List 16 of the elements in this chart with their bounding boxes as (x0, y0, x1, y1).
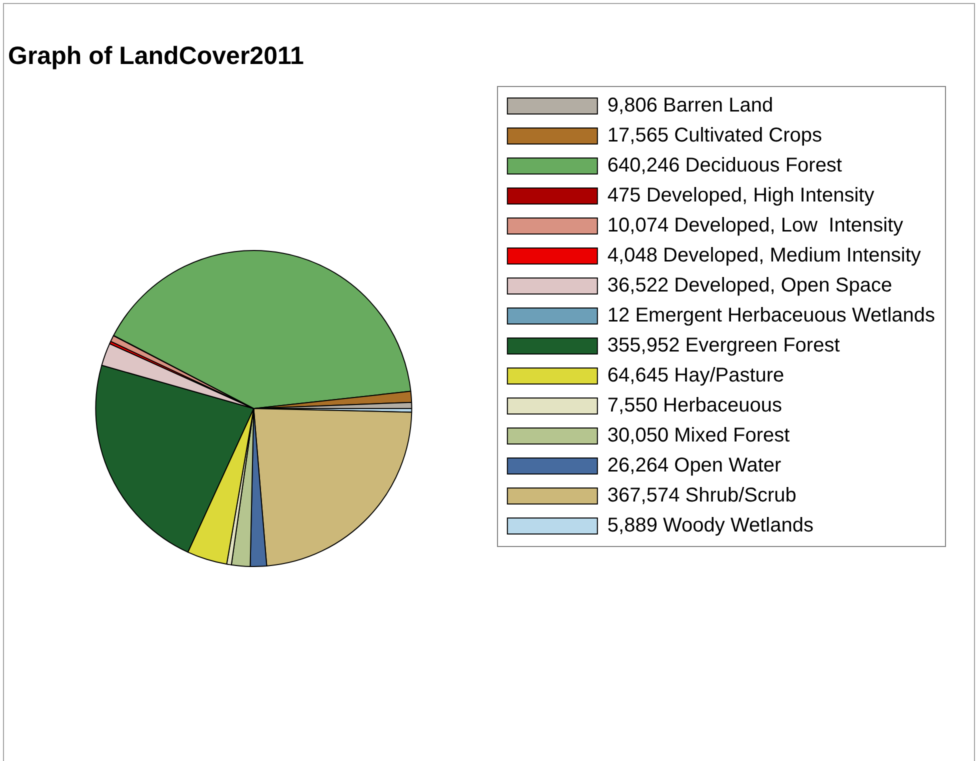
legend-label: 367,574 Shrub/Scrub (607, 484, 796, 507)
legend-label: 36,522 Developed, Open Space (607, 274, 892, 297)
legend-label: 17,565 Cultivated Crops (607, 124, 822, 147)
legend-label: 4,048 Developed, Medium Intensity (607, 244, 921, 267)
legend-label: 30,050 Mixed Forest (607, 424, 790, 447)
legend-label: 9,806 Barren Land (607, 94, 774, 117)
chart-title: Graph of LandCover2011 (8, 42, 304, 71)
legend-label: 10,074 Developed, Low Intensity (607, 214, 904, 237)
legend-label: 640,246 Deciduous Forest (607, 154, 842, 177)
legend-label: 26,264 Open Water (607, 454, 782, 477)
legend-label: 475 Developed, High Intensity (607, 184, 874, 207)
legend-label: 7,550 Herbaceuous (607, 394, 782, 417)
legend-label: 355,952 Evergreen Forest (607, 334, 840, 357)
legend-label: 5,889 Woody Wetlands (607, 514, 814, 537)
legend-label: 12 Emergent Herbaceuous Wetlands (607, 304, 936, 327)
legend-label: 64,645 Hay/Pasture (607, 364, 784, 387)
